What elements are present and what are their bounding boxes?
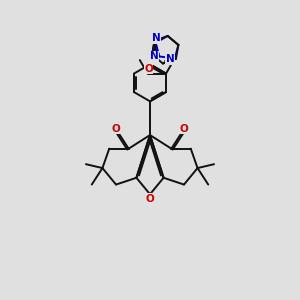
Text: N: N [152,33,161,43]
Text: O: O [146,194,154,204]
Text: O: O [180,124,188,134]
Text: O: O [144,64,153,74]
Text: N: N [166,54,174,64]
Text: N: N [152,33,161,43]
Text: N: N [150,51,159,62]
Text: O: O [112,124,120,134]
Text: O: O [146,194,154,204]
Text: N: N [166,54,174,64]
Text: O: O [180,124,188,134]
Text: N: N [150,51,159,62]
Text: O: O [112,124,120,134]
Text: O: O [144,64,153,74]
